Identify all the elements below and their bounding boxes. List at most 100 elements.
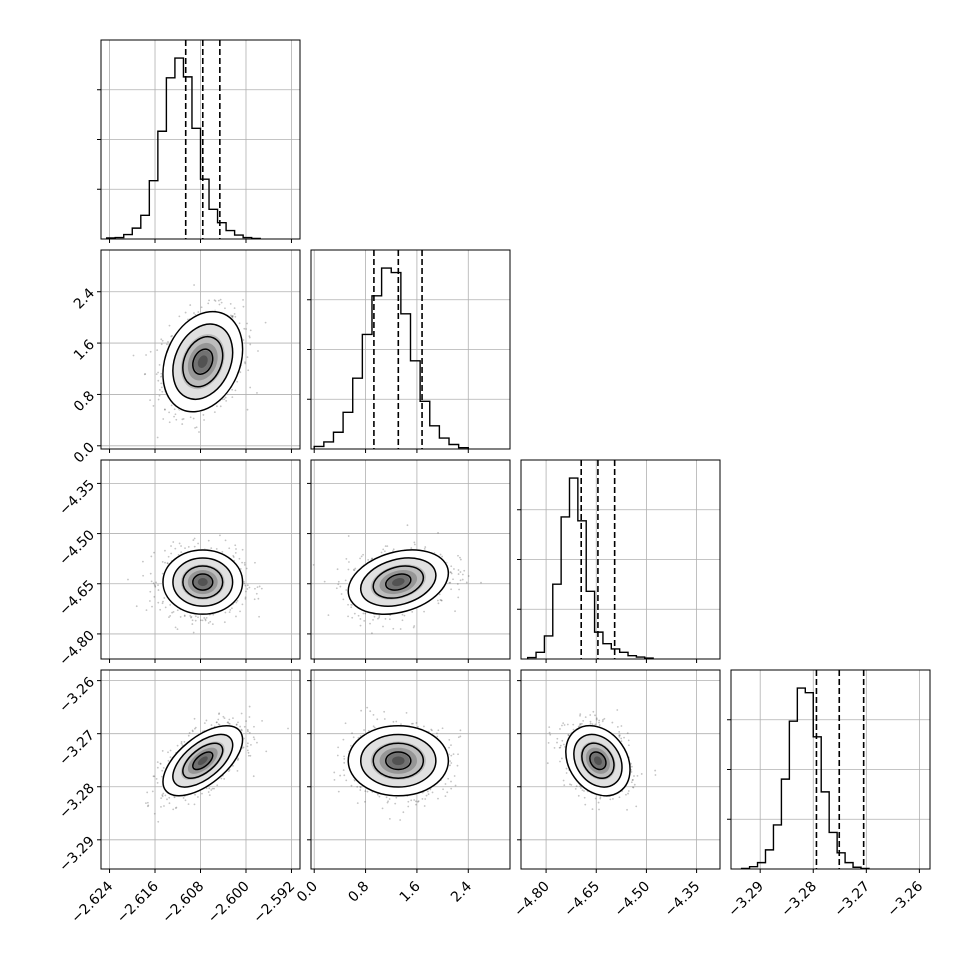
sample-point (169, 614, 172, 617)
sample-point (228, 547, 231, 550)
sample-point (213, 411, 216, 414)
sample-point (252, 775, 255, 778)
sample-point (160, 372, 163, 375)
sample-point (383, 710, 386, 713)
sample-point (343, 757, 346, 760)
sample-point (153, 551, 155, 554)
sample-point (167, 759, 170, 762)
sample-point (437, 797, 439, 800)
sample-point (236, 770, 239, 772)
sample-point (249, 329, 252, 332)
sample-point (363, 619, 366, 622)
sample-point (168, 802, 171, 805)
contour-line (360, 733, 437, 788)
sample-point (381, 807, 384, 810)
sample-point (623, 736, 625, 739)
sample-point (238, 322, 241, 325)
sample-point (213, 787, 215, 790)
sample-point (246, 728, 249, 731)
sample-point (450, 754, 453, 757)
sample-point (561, 739, 564, 742)
sample-point (384, 545, 387, 548)
contour-line (359, 557, 437, 607)
sample-point (252, 736, 255, 739)
sample-point (357, 614, 360, 617)
sample-point (342, 738, 345, 741)
sample-point (189, 416, 192, 419)
sample-point (132, 354, 135, 357)
sample-point (371, 557, 373, 560)
sample-point (235, 601, 238, 604)
sample-point (373, 726, 376, 729)
sample-point (323, 580, 326, 583)
x-tick-label: −2.616 (114, 878, 162, 926)
sample-point (230, 314, 232, 317)
sample-point (220, 777, 223, 780)
sample-point (392, 548, 395, 551)
sample-point (159, 763, 162, 765)
sample-point (154, 585, 157, 587)
density-band (172, 324, 233, 400)
sample-point (205, 719, 208, 722)
sample-point (599, 796, 602, 798)
sample-point (337, 790, 340, 793)
sample-point (376, 718, 379, 721)
sample-point (400, 723, 402, 726)
sample-point (181, 418, 184, 421)
sample-point (423, 805, 426, 807)
sample-point (233, 307, 236, 310)
sample-point (162, 766, 165, 769)
sample-point (224, 539, 227, 542)
sample-point (453, 568, 455, 570)
sample-point (227, 770, 230, 773)
sample-point (450, 744, 452, 746)
contour-line (172, 557, 234, 607)
density-mask (346, 549, 450, 615)
sample-point (219, 298, 222, 301)
density-band (193, 350, 212, 373)
sample-point (591, 723, 594, 725)
panel-frame (100, 249, 301, 450)
sample-point (193, 717, 196, 720)
sample-point (201, 792, 203, 795)
sample-point (161, 561, 164, 563)
sample-point (246, 584, 249, 587)
sample-point (178, 542, 181, 545)
sample-point (182, 418, 185, 420)
panel-3-1 (307, 669, 511, 873)
sample-point (215, 548, 218, 550)
sample-point (423, 725, 425, 728)
sample-point (232, 556, 235, 558)
sample-point (246, 745, 249, 748)
sample-point (176, 609, 179, 612)
sample-point (448, 581, 451, 584)
sample-point (373, 615, 376, 618)
sample-point (161, 775, 163, 778)
sample-point (597, 801, 600, 804)
sample-point (431, 791, 434, 794)
sample-point (363, 729, 365, 731)
sample-point (242, 305, 245, 308)
contour-line (182, 335, 224, 388)
sample-point (171, 335, 173, 337)
sample-point (170, 404, 173, 407)
sample-point (153, 812, 156, 815)
sample-point (248, 716, 251, 718)
sample-point (612, 797, 614, 800)
sample-point (437, 602, 440, 605)
sample-point (245, 590, 247, 593)
sample-point (450, 572, 453, 575)
sample-point (169, 603, 172, 606)
sample-point (239, 725, 242, 728)
sample-point (193, 537, 196, 540)
sample-point (436, 599, 439, 602)
sample-point (160, 386, 163, 389)
sample-point (156, 766, 159, 769)
sample-point (181, 449, 183, 451)
sample-point (223, 777, 226, 780)
sample-point (403, 614, 406, 617)
sample-point (214, 300, 217, 302)
panel-2-2 (517, 459, 721, 663)
sample-point (208, 299, 210, 302)
sample-point (187, 803, 190, 806)
